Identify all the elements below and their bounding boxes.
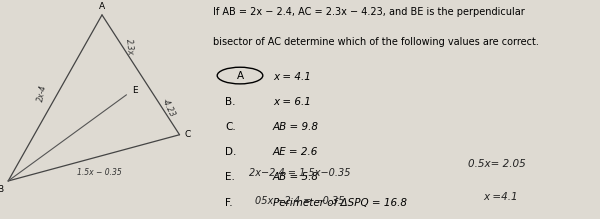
Text: 2.3x: 2.3x — [124, 38, 134, 56]
Text: Perimeter of ΔSPQ = 16.8: Perimeter of ΔSPQ = 16.8 — [273, 198, 407, 208]
Text: AB = 5.8: AB = 5.8 — [273, 172, 319, 182]
Text: -4.23: -4.23 — [160, 97, 176, 119]
Text: AE = 2.6: AE = 2.6 — [273, 147, 319, 157]
Text: 2x−2.4 = 1.5x−0.35: 2x−2.4 = 1.5x−0.35 — [249, 168, 350, 178]
Text: AB = 9.8: AB = 9.8 — [273, 122, 319, 132]
Text: x =4.1: x =4.1 — [483, 192, 518, 202]
Text: B: B — [0, 185, 3, 194]
Text: 2x-4: 2x-4 — [36, 84, 48, 103]
Text: 05x −2.4 = −0.35: 05x −2.4 = −0.35 — [255, 196, 344, 207]
Text: C: C — [185, 130, 191, 139]
Text: D.: D. — [225, 147, 236, 157]
Text: F.: F. — [225, 198, 233, 208]
Text: A: A — [99, 2, 105, 11]
Text: 1.5x − 0.35: 1.5x − 0.35 — [77, 168, 122, 177]
Text: C.: C. — [225, 122, 236, 132]
Text: If AB = 2x − 2.4, AC = 2.3x − 4.23, and BE is the perpendicular: If AB = 2x − 2.4, AC = 2.3x − 4.23, and … — [213, 7, 525, 17]
Text: A: A — [236, 71, 244, 81]
Text: B.: B. — [225, 97, 235, 107]
Text: bisector of AC determine which of the following values are correct.: bisector of AC determine which of the fo… — [213, 37, 539, 47]
Text: x = 6.1: x = 6.1 — [273, 97, 311, 107]
Text: E: E — [132, 86, 137, 95]
Text: 0.5x= 2.05: 0.5x= 2.05 — [468, 159, 526, 169]
Text: E.: E. — [225, 172, 235, 182]
Text: x = 4.1: x = 4.1 — [273, 72, 311, 82]
